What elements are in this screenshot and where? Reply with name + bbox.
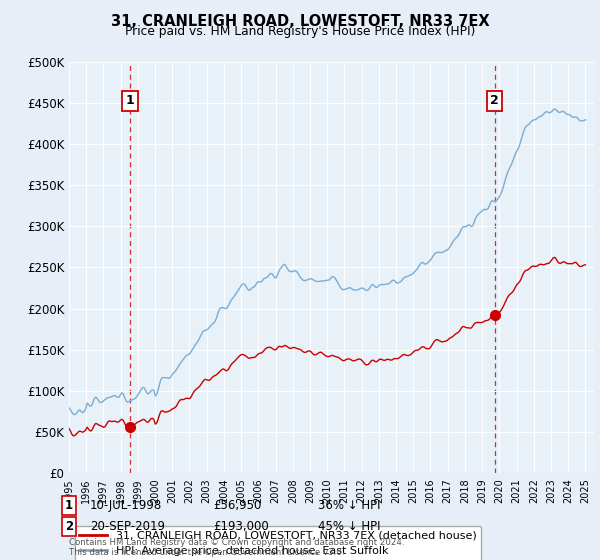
- Text: 36% ↓ HPI: 36% ↓ HPI: [318, 499, 380, 512]
- Legend: 31, CRANLEIGH ROAD, LOWESTOFT, NR33 7EX (detached house), HPI: Average price, de: 31, CRANLEIGH ROAD, LOWESTOFT, NR33 7EX …: [74, 526, 481, 560]
- Text: £193,000: £193,000: [213, 520, 269, 533]
- Text: £56,950: £56,950: [213, 499, 262, 512]
- Text: 20-SEP-2019: 20-SEP-2019: [90, 520, 165, 533]
- Text: 1: 1: [125, 94, 134, 107]
- Text: Contains HM Land Registry data © Crown copyright and database right 2024.
This d: Contains HM Land Registry data © Crown c…: [69, 538, 404, 557]
- Text: 2: 2: [65, 520, 73, 533]
- Text: 10-JUL-1998: 10-JUL-1998: [90, 499, 162, 512]
- Text: 45% ↓ HPI: 45% ↓ HPI: [318, 520, 380, 533]
- Text: 2: 2: [490, 94, 499, 107]
- Text: 31, CRANLEIGH ROAD, LOWESTOFT, NR33 7EX: 31, CRANLEIGH ROAD, LOWESTOFT, NR33 7EX: [110, 14, 490, 29]
- Text: 1: 1: [65, 499, 73, 512]
- Text: Price paid vs. HM Land Registry's House Price Index (HPI): Price paid vs. HM Land Registry's House …: [125, 25, 475, 38]
